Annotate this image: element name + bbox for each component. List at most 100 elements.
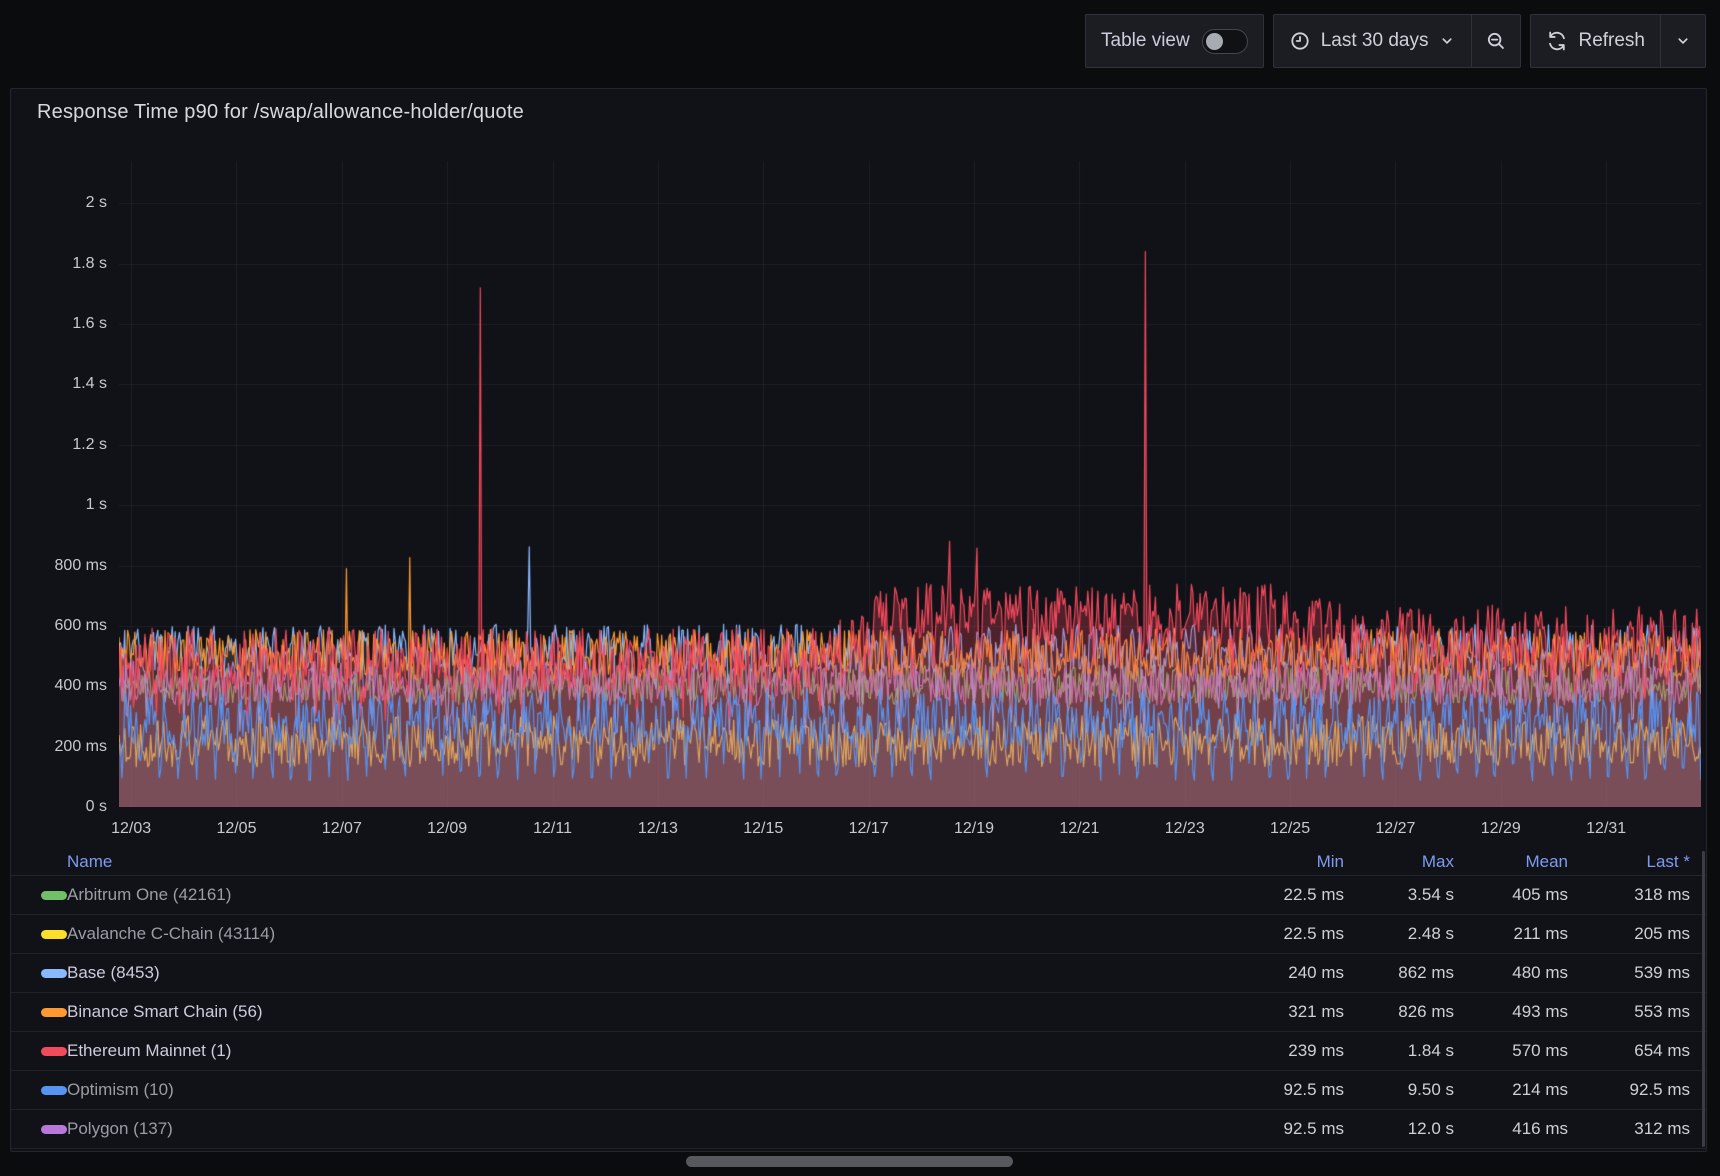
time-range-label: Last 30 days (1320, 30, 1429, 51)
legend-header-max[interactable]: Max (1421, 852, 1454, 871)
legend-row[interactable]: Binance Smart Chain (56) 321 ms 826 ms 4… (11, 993, 1706, 1032)
series-name: Arbitrum One (42161) (67, 885, 232, 904)
x-tick-label: 12/31 (1586, 820, 1627, 837)
series-min: 239 ms (1288, 1041, 1344, 1060)
y-tick-label: 1.4 s (72, 375, 107, 393)
series-last: 654 ms (1634, 1041, 1690, 1060)
y-tick-label: 1 s (85, 496, 107, 514)
legend-row[interactable]: Ethereum Mainnet (1) 239 ms 1.84 s 570 m… (11, 1032, 1706, 1071)
x-tick-label: 12/17 (848, 820, 889, 837)
table-view-label: Table view (1101, 30, 1190, 51)
y-tick-label: 1.6 s (72, 315, 107, 332)
legend-header-mean[interactable]: Mean (1525, 852, 1568, 871)
x-tick-label: 12/23 (1164, 820, 1205, 837)
legend-row[interactable]: Optimism (10) 92.5 ms 9.50 s 214 ms 92.5… (11, 1071, 1706, 1110)
series-color-swatch (41, 929, 67, 939)
legend-table: Name Min Max Mean Last * Arbitrum One (4… (11, 849, 1706, 1151)
legend-scrollbar[interactable] (1702, 851, 1705, 1147)
table-view-group: Table view (1085, 14, 1264, 68)
series-min: 22.5 ms (1283, 924, 1344, 943)
series-max: 9.50 s (1407, 1080, 1454, 1099)
x-tick-label: 12/21 (1059, 820, 1100, 837)
x-tick-label: 12/09 (427, 820, 468, 837)
table-view-switch[interactable] (1201, 28, 1248, 54)
y-tick-label: 400 ms (54, 677, 107, 695)
zoom-out-button[interactable] (1471, 15, 1520, 67)
legend-body: Arbitrum One (42161) 22.5 ms 3.54 s 405 … (11, 876, 1706, 1149)
x-tick-label: 12/19 (953, 820, 995, 837)
x-tick-label: 12/07 (321, 820, 362, 837)
series-mean: 493 ms (1512, 1002, 1568, 1021)
clock-icon (1291, 32, 1309, 50)
zoom-out-icon (1488, 32, 1505, 49)
legend-header-min[interactable]: Min (1316, 852, 1344, 871)
series-max: 862 ms (1398, 963, 1454, 982)
series-last: 205 ms (1634, 924, 1690, 943)
legend-row[interactable]: Base (8453) 240 ms 862 ms 480 ms 539 ms (11, 954, 1706, 993)
dashboard-toolbar: Table view Last 30 days Refresh (0, 14, 1706, 68)
series-min: 321 ms (1288, 1002, 1344, 1021)
series-mean: 211 ms (1513, 924, 1569, 943)
series-name: Avalanche C-Chain (43114) (67, 924, 276, 943)
x-tick-label: 12/11 (533, 820, 572, 837)
series-mean: 405 ms (1512, 885, 1568, 904)
series-name: Binance Smart Chain (56) (67, 1002, 263, 1021)
series-mean: 570 ms (1512, 1041, 1568, 1060)
series-max: 1.84 s (1407, 1041, 1454, 1060)
series-max: 2.48 s (1407, 924, 1454, 943)
legend-row[interactable]: Polygon (137) 92.5 ms 12.0 s 416 ms 312 … (11, 1110, 1706, 1149)
series-max: 826 ms (1398, 1002, 1454, 1021)
y-tick-label: 2 s (85, 194, 107, 212)
series-max: 12.0 s (1407, 1119, 1454, 1138)
y-tick-label: 600 ms (54, 616, 107, 634)
y-tick-label: 1.2 s (72, 435, 107, 453)
series-color-swatch (41, 1046, 67, 1056)
refresh-icon (1549, 31, 1566, 51)
series-min: 92.5 ms (1283, 1080, 1344, 1099)
horizontal-scrollbar-thumb[interactable] (686, 1156, 1013, 1167)
x-tick-label: 12/15 (743, 820, 784, 837)
legend-row[interactable]: Avalanche C-Chain (43114) 22.5 ms 2.48 s… (11, 915, 1706, 954)
legend-header-last[interactable]: Last * (1646, 852, 1690, 871)
series-min: 92.5 ms (1283, 1119, 1344, 1138)
switch-knob (1205, 32, 1223, 50)
x-tick-label: 12/29 (1480, 820, 1521, 837)
series-name: Optimism (10) (67, 1080, 174, 1099)
series-last: 92.5 ms (1629, 1080, 1690, 1099)
series-name: Polygon (137) (67, 1119, 173, 1138)
panel-title: Response Time p90 for /swap/allowance-ho… (37, 101, 524, 123)
refresh-button[interactable]: Refresh (1531, 15, 1660, 67)
series-color-swatch (41, 968, 67, 978)
chevron-down-icon (1678, 38, 1688, 44)
chart-area: 2 s 1.8 s 1.6 s 1.4 s 1.2 s 1 s 800 ms 600 ms 40… (11, 139, 1706, 851)
time-controls-group: Last 30 days (1272, 14, 1522, 68)
series-mean: 416 ms (1512, 1119, 1568, 1138)
timeseries-panel: Response Time p90 for /swap/allowance-ho… (10, 88, 1707, 1152)
series-min: 240 ms (1288, 963, 1344, 982)
chevron-down-icon (1442, 38, 1453, 44)
refresh-interval-dropdown[interactable] (1660, 15, 1705, 67)
series-color-swatch (41, 1124, 67, 1134)
series-max: 3.54 s (1407, 885, 1454, 904)
time-range-picker[interactable]: Last 30 days (1274, 15, 1472, 67)
legend-header: Name Min Max Mean Last * (11, 849, 1706, 876)
y-tick-label: 0 s (85, 798, 107, 815)
y-tick-label: 1.8 s (72, 254, 107, 272)
y-tick-label: 200 ms (54, 737, 107, 755)
series-last: 539 ms (1634, 963, 1690, 982)
series-last: 318 ms (1634, 885, 1690, 904)
x-tick-label: 12/13 (637, 820, 678, 837)
refresh-controls-group: Refresh (1530, 14, 1706, 68)
x-tick-label: 12/05 (216, 820, 257, 837)
series-last: 553 ms (1634, 1002, 1690, 1021)
series-name: Base (8453) (67, 963, 160, 982)
legend-row[interactable]: Arbitrum One (42161) 22.5 ms 3.54 s 405 … (11, 876, 1706, 915)
time-series-chart[interactable] (119, 161, 1701, 807)
series-last: 312 ms (1634, 1119, 1690, 1138)
legend-header-name[interactable]: Name (67, 852, 113, 871)
series-color-swatch (41, 1007, 67, 1017)
series-color-swatch (41, 1085, 67, 1095)
series-min: 22.5 ms (1283, 885, 1344, 904)
series-color-swatch (41, 890, 67, 900)
x-tick-label: 12/25 (1270, 820, 1311, 837)
